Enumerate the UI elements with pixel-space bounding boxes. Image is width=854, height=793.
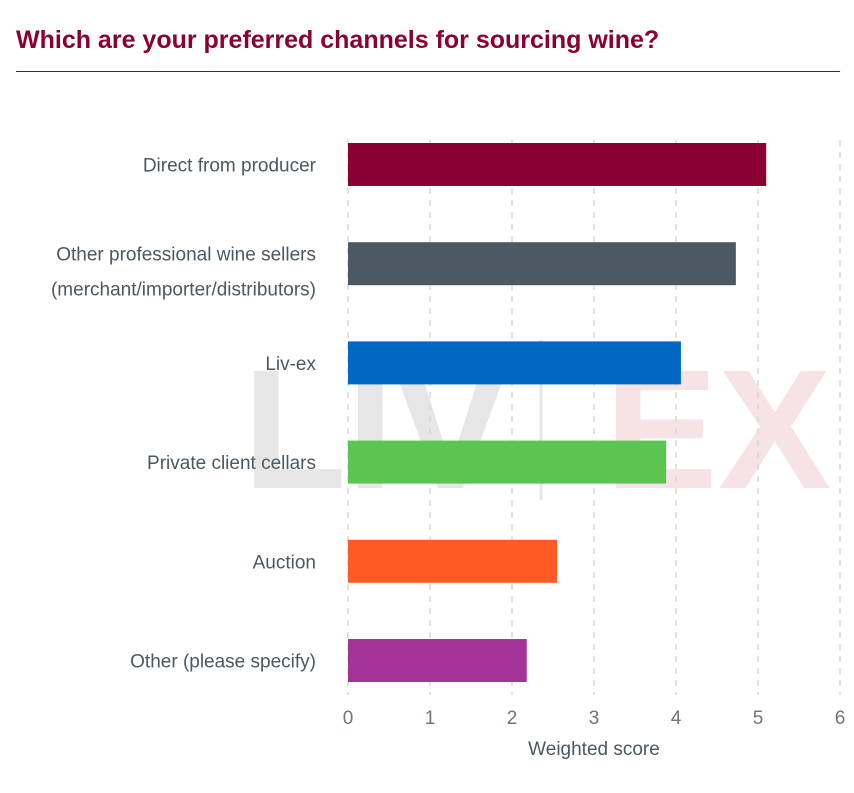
category-label: (merchant/importer/distributors) bbox=[51, 280, 316, 301]
category-labels: Direct from producer Other professional w… bbox=[51, 156, 317, 673]
category-label: Other professional wine sellers bbox=[56, 245, 316, 266]
x-tick-label: 1 bbox=[425, 708, 436, 729]
category-label: Direct from producer bbox=[143, 156, 317, 177]
bar bbox=[348, 242, 736, 286]
bars bbox=[348, 143, 767, 682]
x-tick-label: 2 bbox=[507, 708, 518, 729]
category-label: Private client cellars bbox=[147, 453, 316, 474]
x-tick-label: 6 bbox=[835, 708, 846, 729]
x-tick-label: 3 bbox=[589, 708, 600, 729]
bar bbox=[348, 440, 667, 484]
x-tick-label: 5 bbox=[753, 708, 764, 729]
title-divider bbox=[16, 71, 840, 72]
category-label: Other (please specify) bbox=[130, 652, 316, 673]
chart-title: Which are your preferred channels for so… bbox=[16, 26, 660, 54]
x-tick-label: 4 bbox=[671, 708, 682, 729]
bar bbox=[348, 539, 558, 583]
x-tick-label: 0 bbox=[343, 708, 354, 729]
grid-lines bbox=[347, 140, 841, 695]
bar bbox=[348, 341, 681, 385]
category-label: Auction bbox=[253, 552, 316, 573]
category-label: Liv-ex bbox=[265, 354, 316, 375]
bar bbox=[348, 143, 767, 186]
x-axis-title: Weighted score bbox=[528, 739, 660, 760]
x-tick-labels: 0 1 2 3 4 5 6 bbox=[343, 708, 846, 729]
bar bbox=[348, 639, 527, 682]
